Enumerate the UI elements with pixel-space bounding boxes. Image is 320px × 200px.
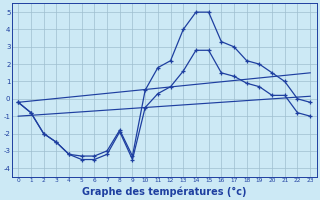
X-axis label: Graphe des températures (°c): Graphe des températures (°c) [82,186,246,197]
